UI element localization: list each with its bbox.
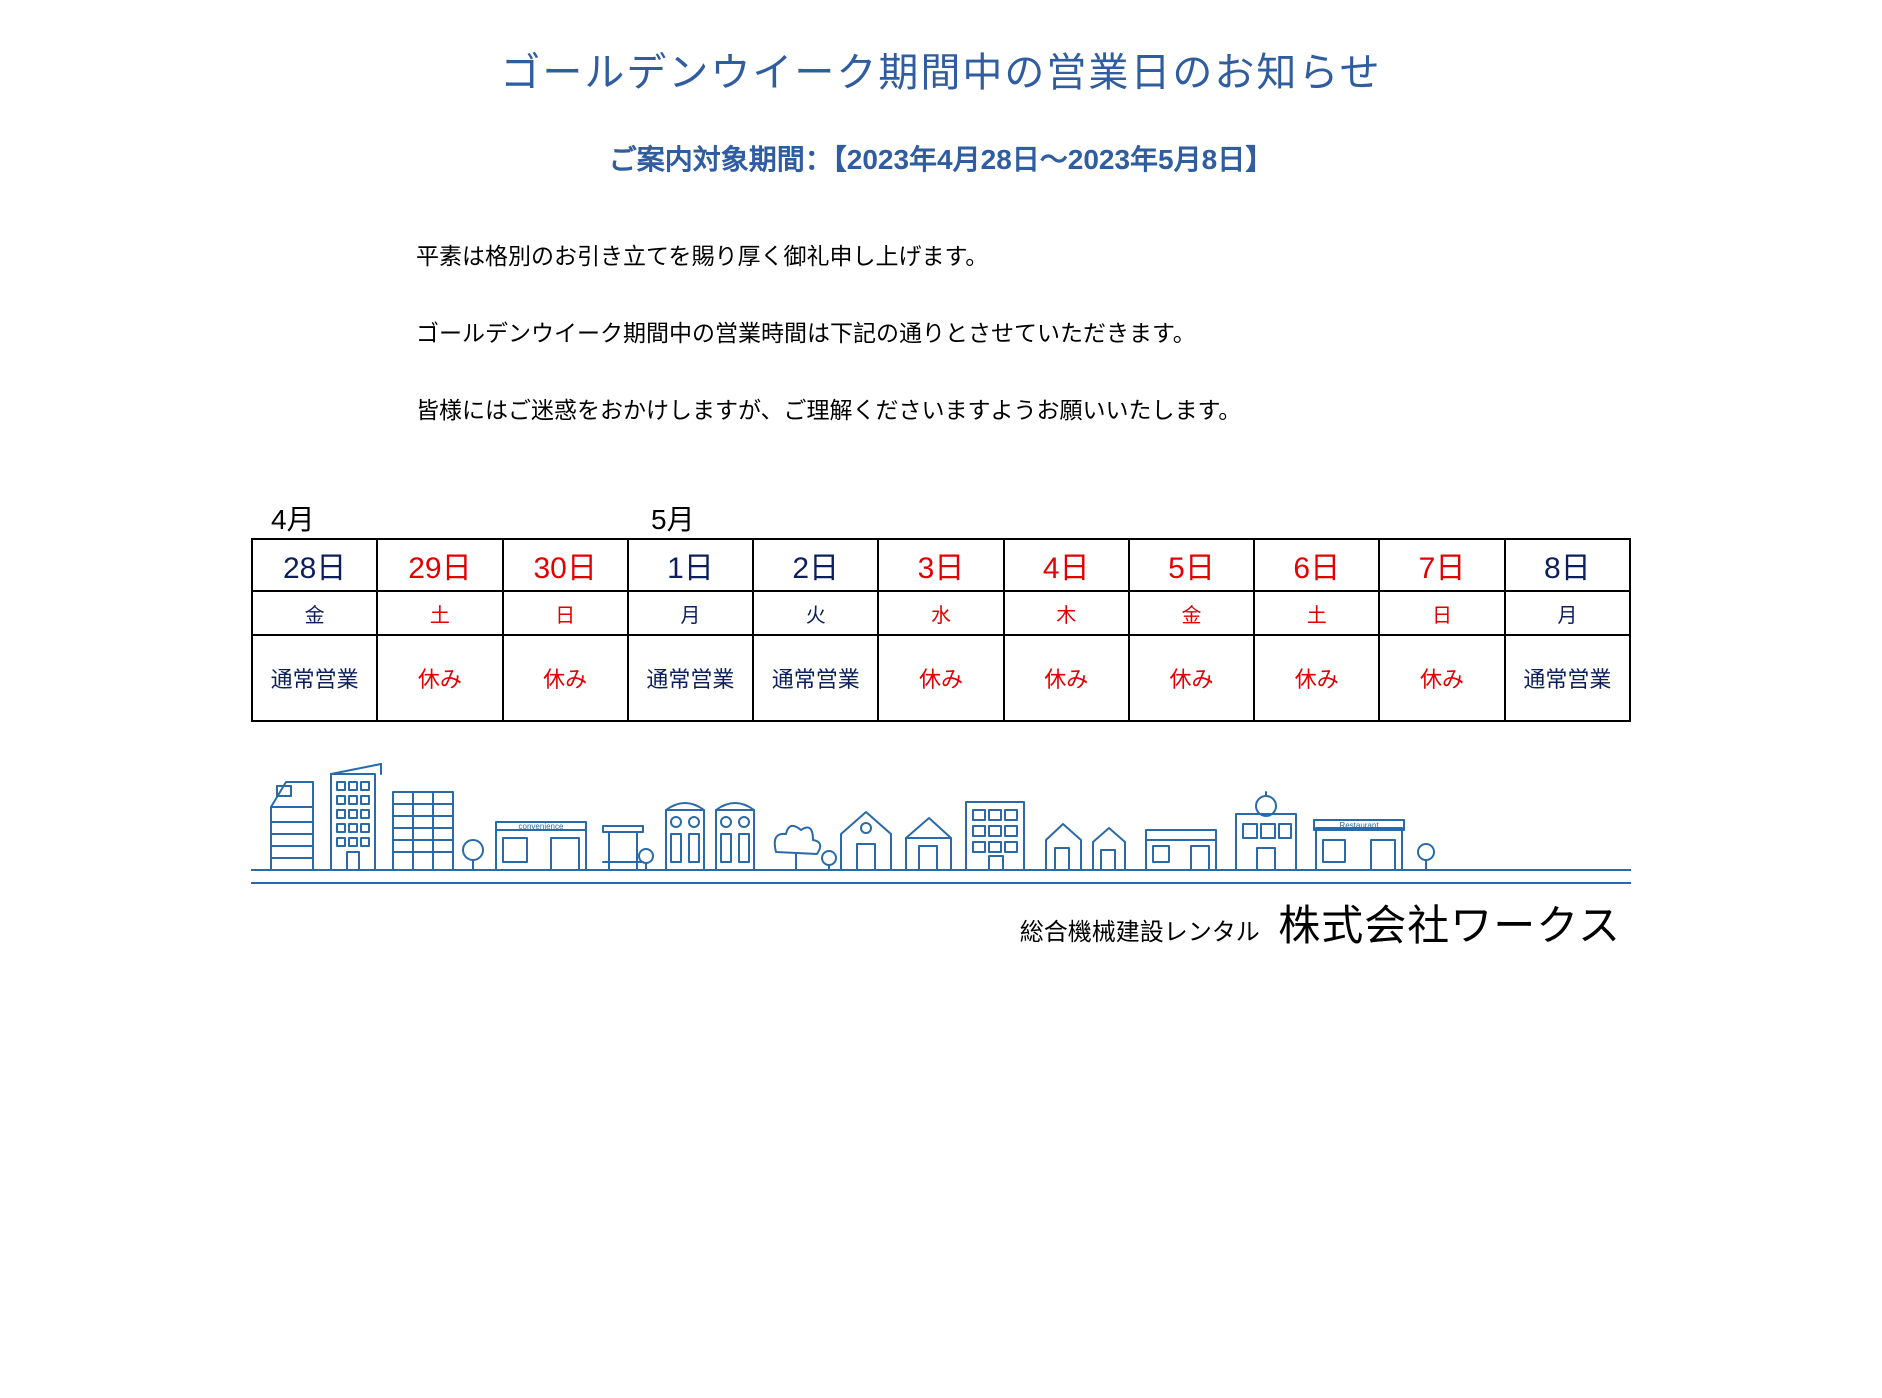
cityscape-illustration: convenience (251, 752, 1631, 882)
calendar-status-cell: 休み (1254, 635, 1379, 721)
month-label-may: 5月 (651, 498, 695, 538)
calendar-status-cell: 通常営業 (1505, 635, 1630, 721)
calendar-date-cell: 30日 (503, 539, 628, 591)
calendar-date-cell: 2日 (753, 539, 878, 591)
calendar-weekday-cell: 金 (1129, 591, 1254, 635)
calendar-date-cell: 1日 (628, 539, 753, 591)
footer-company-name: 株式会社ワークス (1278, 902, 1621, 949)
calendar-status-cell: 休み (1004, 635, 1129, 721)
month-labels: 4月 5月 (251, 498, 1631, 534)
calendar-status-cell: 通常営業 (753, 635, 878, 721)
date-range-subtitle: ご案内対象期間：【2023年4月28日～2023年5月8日】 (251, 138, 1631, 178)
calendar-table: 28日29日30日1日2日3日4日5日6日7日8日 金土日月火水木金土日月 通常… (251, 538, 1631, 722)
svg-text:convenience: convenience (519, 822, 564, 831)
calendar-weekday-cell: 日 (1379, 591, 1504, 635)
calendar-date-cell: 29日 (377, 539, 502, 591)
calendar-status-cell: 通常営業 (628, 635, 753, 721)
notice-body: 平素は格別のお引き立てを賜り厚く御礼申し上げます。 ゴールデンウイーク期間中の営… (416, 238, 1466, 428)
calendar-row-status: 通常営業休み休み通常営業通常営業休み休み休み休み休み通常営業 (252, 635, 1630, 721)
calendar-date-cell: 4日 (1004, 539, 1129, 591)
calendar-date-cell: 5日 (1129, 539, 1254, 591)
calendar-weekday-cell: 土 (377, 591, 502, 635)
calendar-date-cell: 8日 (1505, 539, 1630, 591)
calendar-status-cell: 休み (1129, 635, 1254, 721)
calendar-weekday-cell: 月 (628, 591, 753, 635)
calendar-status-cell: 休み (377, 635, 502, 721)
calendar-date-cell: 28日 (252, 539, 377, 591)
month-label-april: 4月 (271, 498, 315, 538)
calendar-weekday-cell: 木 (1004, 591, 1129, 635)
notice-paragraph: 平素は格別のお引き立てを賜り厚く御礼申し上げます。 (416, 238, 1466, 275)
calendar-weekday-cell: 金 (252, 591, 377, 635)
notice-paragraph: 皆様にはご迷惑をおかけしますが、ご理解くださいますようお願いいたします。 (416, 392, 1466, 429)
calendar-status-cell: 休み (1379, 635, 1504, 721)
calendar-status-cell: 休み (503, 635, 628, 721)
calendar-date-cell: 3日 (878, 539, 1003, 591)
calendar-weekday-cell: 火 (753, 591, 878, 635)
page-title: ゴールデンウイーク期間中の営業日のお知らせ (251, 40, 1631, 98)
calendar-weekday-cell: 月 (1505, 591, 1630, 635)
calendar-weekday-cell: 日 (503, 591, 628, 635)
calendar-weekday-cell: 土 (1254, 591, 1379, 635)
footer: 総合機械建設レンタル 株式会社ワークス (251, 882, 1631, 953)
calendar-weekday-cell: 水 (878, 591, 1003, 635)
calendar-date-cell: 7日 (1379, 539, 1504, 591)
calendar-row-weekdays: 金土日月火水木金土日月 (252, 591, 1630, 635)
notice-paragraph: ゴールデンウイーク期間中の営業時間は下記の通りとさせていただきます。 (416, 315, 1466, 352)
footer-tagline: 総合機械建設レンタル (1020, 919, 1260, 946)
calendar-status-cell: 通常営業 (252, 635, 377, 721)
svg-text:Restaurant: Restaurant (1339, 821, 1379, 830)
calendar-row-dates: 28日29日30日1日2日3日4日5日6日7日8日 (252, 539, 1630, 591)
calendar-status-cell: 休み (878, 635, 1003, 721)
calendar-date-cell: 6日 (1254, 539, 1379, 591)
